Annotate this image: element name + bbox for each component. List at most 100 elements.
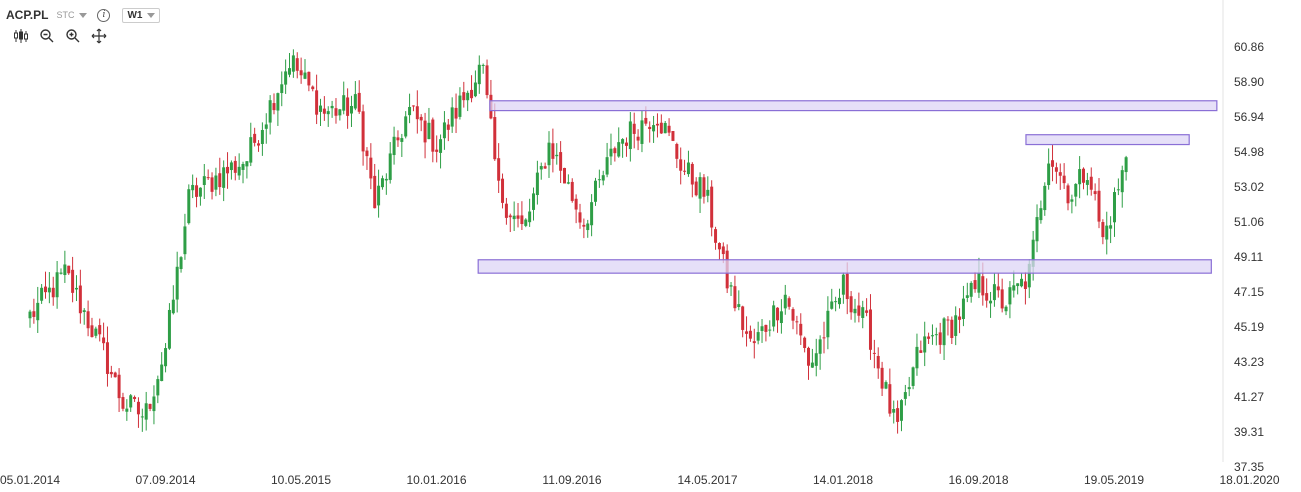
candle: [206, 169, 210, 180]
candle: [470, 75, 474, 103]
candle-body: [996, 286, 1000, 291]
candle-body: [419, 116, 423, 121]
y-tick-label: 47.15: [1234, 285, 1264, 299]
candle-body: [59, 272, 63, 274]
candle-body: [903, 392, 907, 399]
zoom-out-icon[interactable]: [38, 27, 56, 45]
candle-body: [636, 136, 640, 141]
candle: [264, 113, 268, 144]
candle-body: [1051, 160, 1055, 167]
candle-body: [923, 336, 927, 353]
candle-body: [493, 117, 497, 160]
candle: [90, 317, 94, 338]
candle-body: [144, 403, 148, 420]
candle-body: [1062, 175, 1066, 184]
candle: [198, 187, 202, 206]
timeframe-select[interactable]: W1: [122, 7, 161, 23]
candle-body: [152, 396, 156, 412]
candle-body: [714, 229, 718, 243]
candle: [501, 173, 505, 209]
y-tick-label: 58.90: [1234, 75, 1264, 89]
candle: [768, 320, 772, 337]
candle-body: [977, 272, 981, 293]
candle: [694, 177, 698, 197]
candle: [226, 152, 230, 189]
candle: [837, 288, 841, 309]
candle-body: [288, 68, 292, 75]
candle: [291, 49, 295, 78]
candle: [965, 282, 969, 303]
candle-body: [590, 202, 594, 226]
candle: [958, 308, 962, 334]
candle: [1082, 167, 1086, 190]
candle-body: [961, 298, 965, 320]
candle: [733, 275, 737, 312]
candle: [388, 142, 392, 184]
candle: [233, 156, 237, 181]
candle: [419, 114, 423, 132]
candle: [160, 352, 164, 382]
candle-body: [849, 296, 853, 313]
y-tick-label: 51.06: [1234, 215, 1264, 229]
candle-body: [1097, 190, 1101, 222]
candle-body: [198, 187, 202, 197]
exchange-dropdown-icon[interactable]: [79, 12, 88, 18]
candle-body: [28, 311, 32, 319]
crosshair-icon[interactable]: [90, 27, 108, 45]
candle: [911, 366, 915, 390]
candle-body: [899, 400, 903, 421]
candle-body: [466, 92, 470, 101]
candle: [508, 213, 512, 233]
zoom-in-icon[interactable]: [64, 27, 82, 45]
candle: [903, 384, 907, 406]
candle: [605, 142, 609, 178]
candle-body: [233, 160, 237, 173]
candle: [431, 117, 435, 163]
candle: [570, 178, 574, 203]
y-tick-label: 43.23: [1234, 355, 1264, 369]
candle: [992, 272, 996, 307]
candle-body: [109, 371, 113, 375]
candle-body: [845, 273, 849, 300]
candle-body: [195, 185, 199, 197]
candle: [427, 107, 431, 140]
candle-body: [667, 125, 671, 133]
candle: [954, 306, 958, 346]
candle: [442, 111, 446, 150]
candle-body: [67, 265, 71, 274]
candle: [989, 291, 993, 318]
candle: [299, 57, 303, 84]
info-icon[interactable]: i: [97, 8, 111, 22]
candle: [640, 110, 644, 153]
candles-layer: [28, 49, 1128, 434]
candle: [125, 399, 129, 421]
candle-body: [574, 198, 578, 210]
candle-body: [783, 294, 787, 309]
candle-body: [481, 64, 485, 66]
candle-body: [82, 310, 86, 313]
candle-body: [981, 276, 985, 296]
candle: [745, 316, 749, 347]
candle: [1020, 272, 1024, 288]
candle-body: [431, 119, 435, 152]
candle: [229, 160, 233, 180]
candle-body: [361, 111, 365, 152]
candle: [1116, 178, 1120, 196]
candle-body: [257, 143, 261, 146]
candle: [191, 174, 195, 199]
candle-body: [1089, 176, 1093, 190]
candle: [187, 184, 191, 225]
y-tick-label: 37.35: [1234, 460, 1264, 474]
candle: [152, 385, 156, 425]
candle-body: [384, 178, 388, 181]
candle-body: [276, 93, 280, 111]
candle-body: [950, 319, 954, 338]
candle: [512, 201, 516, 232]
candles-icon[interactable]: [12, 27, 30, 45]
candle-body: [934, 334, 938, 336]
candle: [59, 268, 63, 275]
candle-body: [543, 166, 547, 169]
candle-body: [969, 282, 973, 297]
candle-body: [880, 367, 884, 389]
